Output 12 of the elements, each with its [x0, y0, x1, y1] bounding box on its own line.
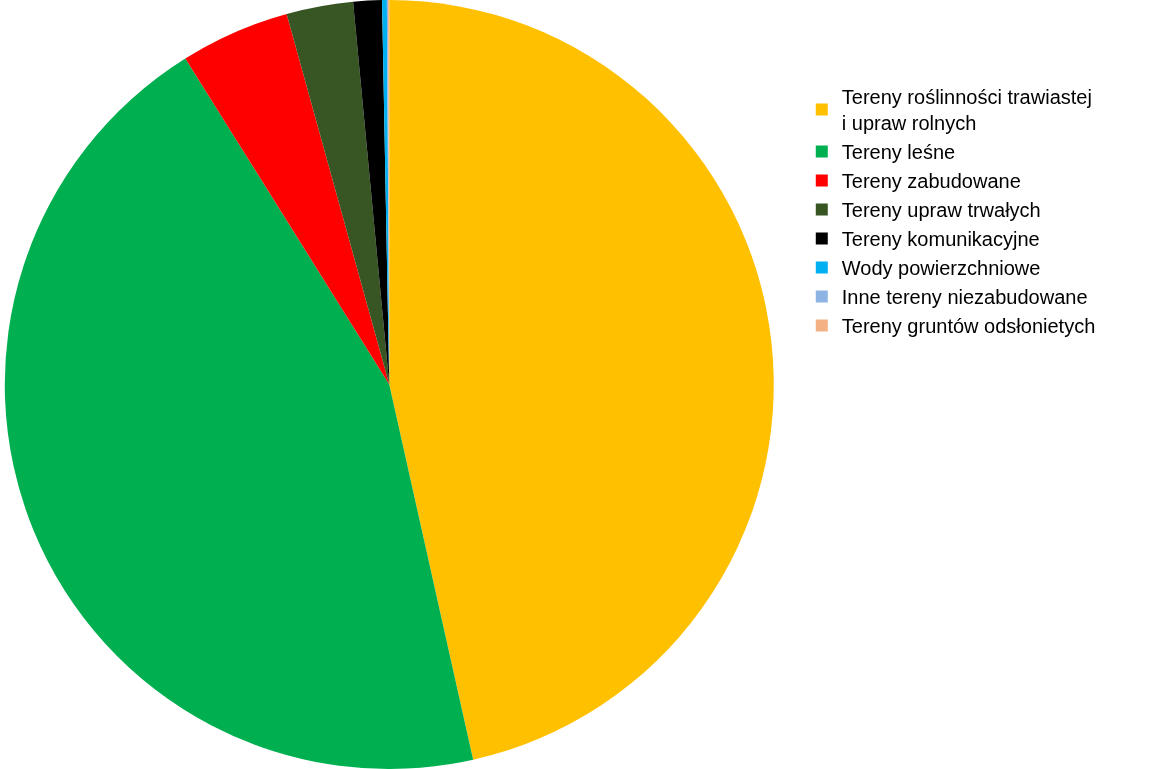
- legend-label: Wody powierzchniowe: [841, 257, 1041, 280]
- legend-label: Inne tereny niezabudowane: [841, 286, 1088, 309]
- pie-slice: [4, 58, 474, 769]
- legend-label: Tereny roślinności trawiastej i upraw rolnych: [841, 86, 1092, 135]
- legend-label: Tereny upraw trwałych: [841, 199, 1041, 222]
- legend-label: Tereny gruntów odsłonietych: [841, 315, 1096, 338]
- legend-label: Tereny komunikacyjne: [841, 228, 1040, 251]
- legend-label: Tereny leśne: [841, 141, 956, 164]
- pie-slice: [185, 13, 390, 385]
- pie-slice: [389, 0, 774, 760]
- pie-slice: [286, 1, 390, 385]
- legend-label: Tereny zabudowane: [841, 170, 1021, 193]
